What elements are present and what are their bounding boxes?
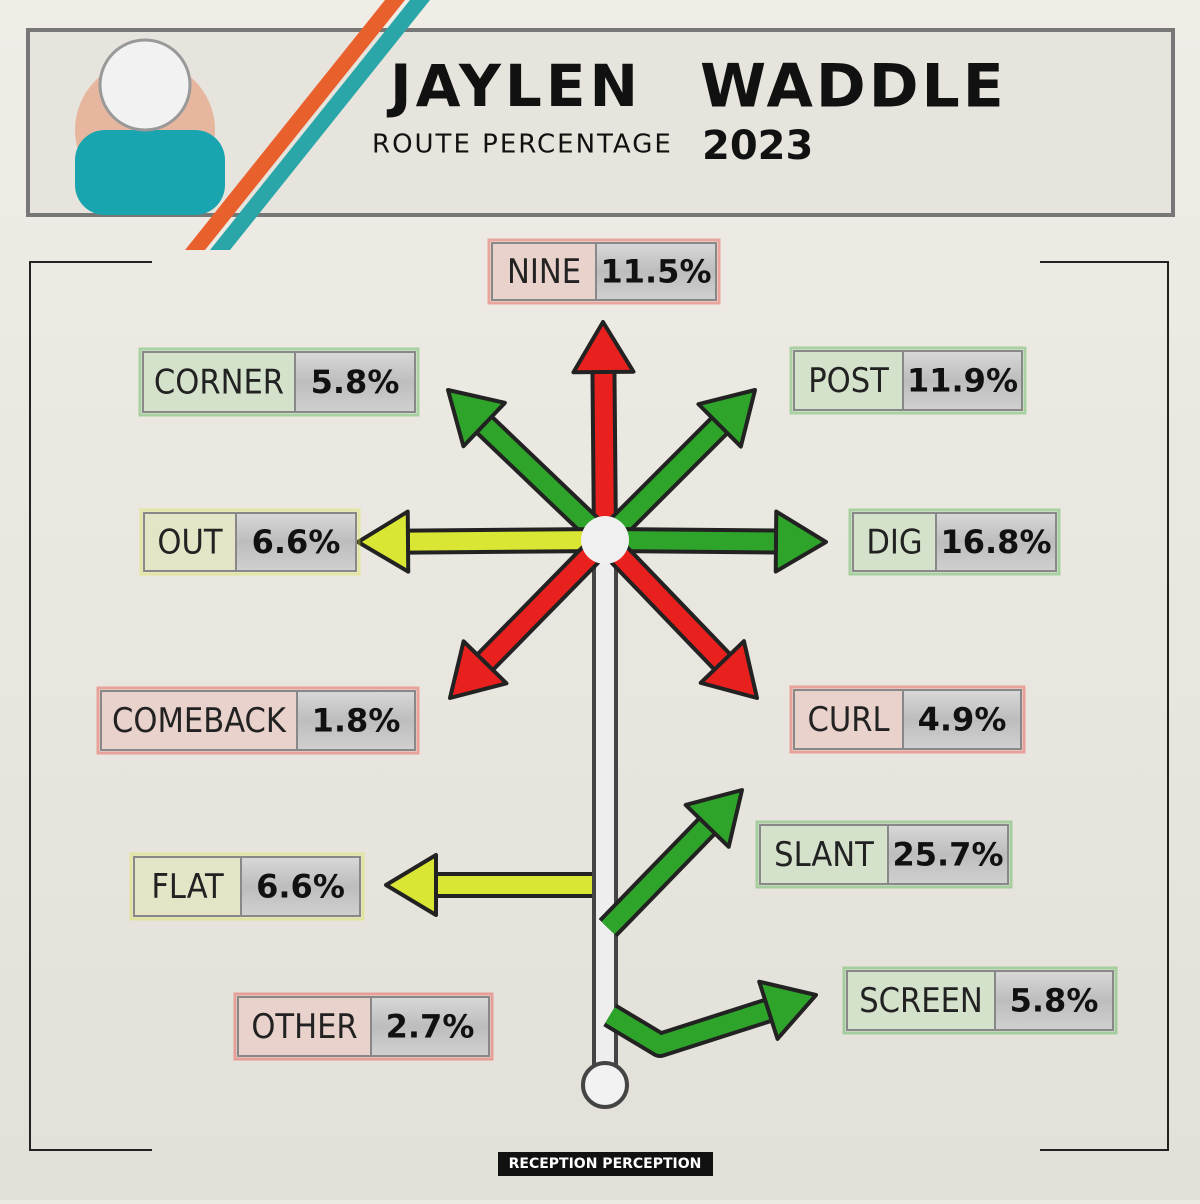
label-value-box [994, 970, 1114, 1031]
label-box [233, 992, 494, 1061]
arrow-head [773, 509, 828, 574]
route-arrow [604, 531, 777, 551]
label-name-box [100, 690, 298, 751]
route-start [581, 1061, 629, 1109]
arrow-head [757, 979, 818, 1041]
route-arrow [594, 371, 614, 541]
route-arrow [407, 531, 606, 551]
label-value-box [902, 689, 1022, 750]
label-box [842, 966, 1118, 1035]
label-name-box [133, 856, 242, 917]
label-box [129, 852, 365, 921]
label-name-box [793, 689, 904, 750]
arrow-head [683, 788, 744, 849]
route-arrow [478, 533, 612, 669]
last-name: WADDLE [700, 52, 1007, 122]
route-value: 1.8% [312, 702, 401, 740]
route-name: FLAT [151, 867, 224, 907]
route-value: 5.8% [311, 363, 400, 401]
player-photo [75, 130, 225, 215]
arrow-head [571, 320, 636, 375]
route-name: POST [808, 361, 889, 401]
route-value: 4.9% [918, 701, 1007, 739]
route-value: 2.7% [386, 1008, 475, 1046]
label-box [487, 238, 721, 305]
label-value-box [296, 690, 416, 751]
label-name-box [142, 351, 296, 413]
route-name: OUT [157, 523, 222, 563]
label-name-box [759, 824, 889, 885]
route-name: DIG [866, 523, 922, 563]
route-value: 25.7% [892, 836, 1003, 874]
route-value: 11.9% [907, 362, 1018, 400]
label-value-box [240, 856, 361, 917]
route-hub [581, 516, 629, 564]
label-box [755, 820, 1013, 889]
route-name: OTHER [251, 1007, 357, 1047]
year: 2023 [702, 123, 813, 169]
route-value: 6.6% [256, 868, 345, 906]
label-name-box [793, 350, 904, 411]
route-arrow [601, 819, 714, 935]
player-photo [98, 38, 192, 132]
stripe [185, 0, 405, 250]
subtitle: ROUTE PERCENTAGE [372, 130, 673, 160]
label-value-box [235, 512, 357, 572]
label-box [848, 508, 1061, 576]
label-box [96, 686, 420, 755]
route-tree [356, 320, 828, 1109]
arrow-head [356, 509, 411, 574]
route-name: SCREEN [859, 981, 983, 1021]
label-box [789, 346, 1027, 415]
label-name-box [237, 996, 372, 1057]
arrow-head [696, 388, 757, 449]
arrow-head [698, 639, 759, 700]
label-box [139, 508, 361, 576]
route-value: 16.8% [940, 523, 1051, 561]
footer-badge [498, 1152, 713, 1176]
label-value-box [935, 512, 1057, 572]
route-value: 11.5% [600, 253, 711, 291]
route-name: SLANT [774, 835, 874, 875]
first-name: JAYLEN [386, 52, 642, 120]
label-value-box [370, 996, 490, 1057]
route-value: 5.8% [1010, 982, 1099, 1020]
frame-line [29, 261, 152, 1151]
label-name-box [852, 512, 937, 572]
label-value-box [595, 242, 717, 301]
route-name: CURL [807, 700, 889, 740]
arrow-head [384, 853, 438, 917]
route-name: CORNER [154, 363, 284, 403]
route-value: 6.6% [252, 523, 341, 561]
route-labels: NINE 11.5% CORNER 5.8% POST 11.9% OUT 6.6% DIG 16… [96, 238, 1118, 1061]
route-arrow [605, 1001, 772, 1054]
arrow-head [446, 388, 507, 449]
label-box [138, 347, 420, 417]
label-box [789, 685, 1026, 754]
label-name-box [846, 970, 996, 1031]
route-name: COMEBACK [112, 701, 287, 741]
stripe [210, 0, 430, 250]
route-arrow [598, 533, 729, 669]
route-name: NINE [507, 252, 581, 292]
label-value-box [902, 350, 1023, 411]
footer: RECEPTION PERCEPTION [509, 1156, 702, 1172]
label-name-box [491, 242, 597, 301]
route-arrow [477, 418, 612, 547]
arrow-head [448, 639, 509, 700]
label-name-box [143, 512, 237, 572]
route-arrow [598, 418, 727, 547]
frame-line [1040, 261, 1169, 1151]
label-value-box [887, 824, 1009, 885]
label-value-box [294, 351, 416, 413]
